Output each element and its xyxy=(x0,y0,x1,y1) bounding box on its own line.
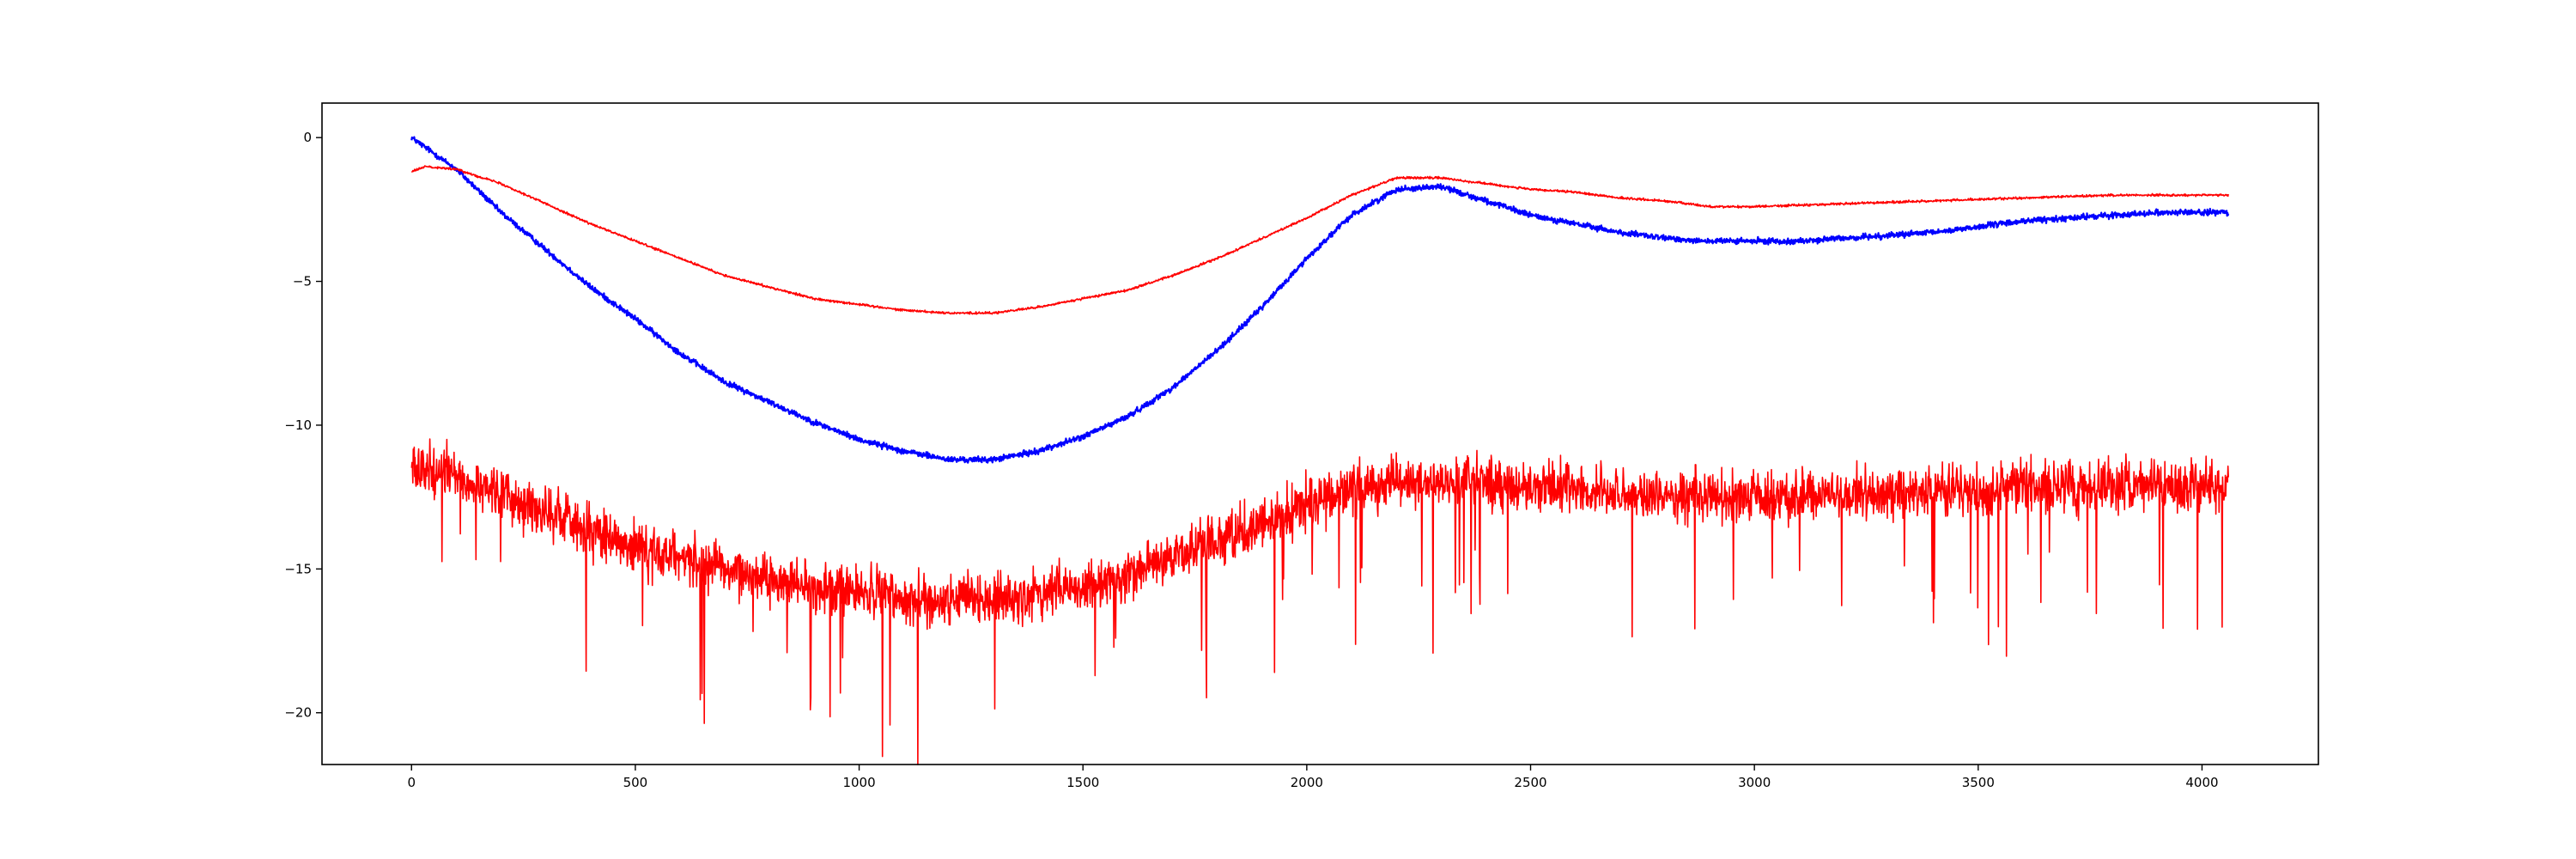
plot-area-frame xyxy=(321,102,2319,765)
x-tick-label: 0 xyxy=(407,775,416,790)
y-tick-label: −20 xyxy=(284,705,312,721)
y-tick-label: −15 xyxy=(284,561,312,576)
x-tick-label: 3000 xyxy=(1738,775,1771,790)
y-axis: 0 −5 −10 −15 −20 xyxy=(284,130,322,721)
series-line-2 xyxy=(411,165,2229,315)
x-tick-label: 2000 xyxy=(1291,775,1323,790)
x-tick-label: 1500 xyxy=(1066,775,1099,790)
y-tick-label: 0 xyxy=(303,130,312,145)
series-line-1 xyxy=(410,136,2230,464)
x-tick-label: 4000 xyxy=(2185,775,2218,790)
x-tick-label: 500 xyxy=(623,775,648,790)
x-tick-label: 2500 xyxy=(1514,775,1546,790)
x-tick-label: 1000 xyxy=(842,775,875,790)
x-axis: 0 500 1000 1500 2000 2500 3000 3500 4000 xyxy=(407,765,2219,790)
series-line-3 xyxy=(410,438,2229,765)
x-tick-label: 3500 xyxy=(1962,775,1995,790)
series-layer xyxy=(410,136,2230,765)
y-tick-label: −10 xyxy=(284,417,312,433)
y-tick-label: −5 xyxy=(293,274,312,289)
